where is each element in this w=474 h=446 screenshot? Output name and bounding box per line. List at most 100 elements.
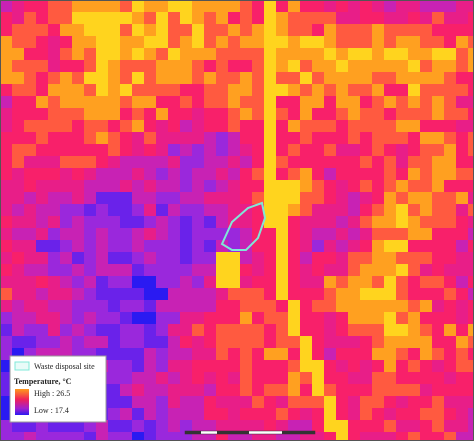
raster-cell xyxy=(132,120,144,132)
raster-cell xyxy=(276,312,288,324)
raster-cell xyxy=(264,276,276,288)
raster-cell xyxy=(468,300,474,312)
raster-cell xyxy=(36,144,48,156)
raster-cell xyxy=(48,192,60,204)
raster-cell xyxy=(48,144,60,156)
raster-cell xyxy=(372,396,384,408)
raster-cell xyxy=(228,192,240,204)
raster-cell xyxy=(408,36,420,48)
raster-cell xyxy=(48,132,60,144)
raster-cell xyxy=(192,384,204,396)
raster-cell xyxy=(408,12,420,24)
raster-cell xyxy=(144,228,156,240)
raster-cell xyxy=(144,96,156,108)
raster-cell xyxy=(120,12,132,24)
raster-cell xyxy=(420,60,432,72)
raster-cell xyxy=(72,108,84,120)
raster-cell xyxy=(84,324,96,336)
raster-cell xyxy=(156,60,168,72)
raster-cell xyxy=(276,264,288,276)
raster-cell xyxy=(84,276,96,288)
raster-cell xyxy=(144,48,156,60)
raster-cell xyxy=(312,324,324,336)
raster-cell xyxy=(396,144,408,156)
raster-cell xyxy=(396,180,408,192)
raster-cell xyxy=(84,120,96,132)
raster-cell xyxy=(336,12,348,24)
raster-cell xyxy=(264,12,276,24)
raster-cell xyxy=(420,192,432,204)
raster-cell xyxy=(300,312,312,324)
raster-cell xyxy=(12,132,24,144)
raster-cell xyxy=(36,72,48,84)
raster-cell xyxy=(216,180,228,192)
raster-cell xyxy=(132,420,144,432)
raster-cell xyxy=(60,240,72,252)
raster-cell xyxy=(264,348,276,360)
raster-cell xyxy=(132,24,144,36)
raster-cell xyxy=(204,120,216,132)
raster-cell xyxy=(108,192,120,204)
raster-cell xyxy=(276,156,288,168)
raster-cell xyxy=(168,180,180,192)
raster-cell xyxy=(288,0,300,12)
raster-cell xyxy=(312,252,324,264)
raster-cell xyxy=(48,324,60,336)
raster-cell xyxy=(468,396,474,408)
raster-cell xyxy=(372,108,384,120)
raster-cell xyxy=(216,252,228,264)
raster-cell xyxy=(240,384,252,396)
scale-bar-seg xyxy=(185,431,201,434)
raster-cell xyxy=(456,252,468,264)
raster-cell xyxy=(12,336,24,348)
raster-cell xyxy=(444,312,456,324)
raster-cell xyxy=(204,312,216,324)
raster-cell xyxy=(72,24,84,36)
raster-cell xyxy=(120,60,132,72)
raster-cell xyxy=(156,360,168,372)
raster-cell xyxy=(132,108,144,120)
raster-cell xyxy=(60,192,72,204)
raster-cell xyxy=(96,96,108,108)
raster-cell xyxy=(120,288,132,300)
raster-cell xyxy=(180,132,192,144)
raster-cell xyxy=(132,360,144,372)
raster-cell xyxy=(228,312,240,324)
raster-cell xyxy=(12,324,24,336)
raster-cell xyxy=(168,396,180,408)
raster-cell xyxy=(396,72,408,84)
raster-cell xyxy=(0,360,12,372)
raster-cell xyxy=(0,396,12,408)
raster-cell xyxy=(132,60,144,72)
raster-cell xyxy=(60,48,72,60)
raster-cell xyxy=(24,312,36,324)
raster-cell xyxy=(324,72,336,84)
raster-cell xyxy=(384,372,396,384)
raster-cell xyxy=(168,360,180,372)
raster-cell xyxy=(12,36,24,48)
raster-cell xyxy=(360,180,372,192)
raster-cell xyxy=(96,276,108,288)
raster-cell xyxy=(456,336,468,348)
raster-cell xyxy=(84,0,96,12)
raster-cell xyxy=(456,120,468,132)
raster-cell xyxy=(348,372,360,384)
raster-cell xyxy=(300,204,312,216)
raster-cell xyxy=(336,192,348,204)
raster-cell xyxy=(384,300,396,312)
raster-cell xyxy=(48,108,60,120)
raster-cell xyxy=(264,48,276,60)
raster-cell xyxy=(12,24,24,36)
raster-cell xyxy=(252,0,264,12)
raster-cell xyxy=(360,396,372,408)
raster-cell xyxy=(396,240,408,252)
raster-cell xyxy=(48,336,60,348)
raster-cell xyxy=(324,264,336,276)
raster-cell xyxy=(276,336,288,348)
raster-cell xyxy=(228,204,240,216)
raster-cell xyxy=(456,228,468,240)
raster-cell xyxy=(24,432,36,444)
raster-cell xyxy=(432,288,444,300)
raster-cell xyxy=(192,348,204,360)
raster-cell xyxy=(468,12,474,24)
